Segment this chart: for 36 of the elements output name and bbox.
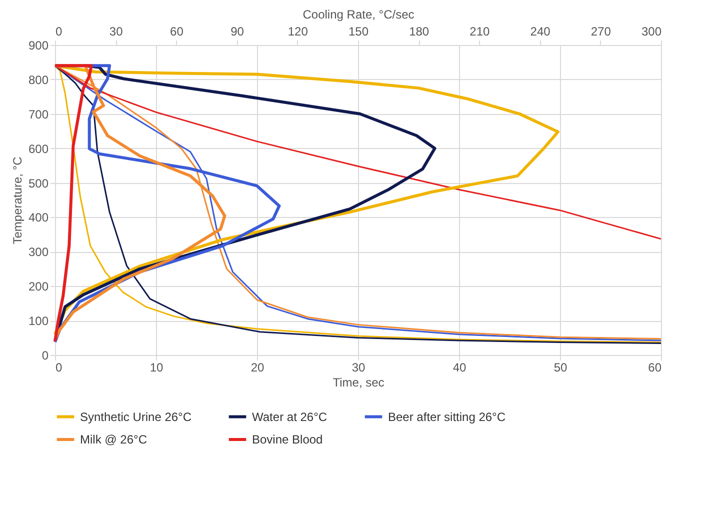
x-tick-label: 60 xyxy=(648,360,662,374)
x2-tick-label: 300 xyxy=(641,24,662,38)
x-tick-label: 30 xyxy=(352,360,366,374)
x2-tick-label: 270 xyxy=(590,24,612,38)
y-tick-label: 0 xyxy=(42,348,49,362)
x2-tick-label: 0 xyxy=(56,24,62,38)
x-tick-label: 20 xyxy=(250,360,264,374)
y-tick-label: 100 xyxy=(28,314,49,328)
x-tick-label: 50 xyxy=(554,360,568,374)
x2-axis-title: Cooling Rate, °C/sec xyxy=(302,8,414,22)
x-axis-title: Time, sec xyxy=(332,376,384,390)
y-tick-label: 700 xyxy=(28,107,49,122)
x2-tick-label: 60 xyxy=(170,24,184,38)
x2-tick-label: 180 xyxy=(409,24,430,38)
legend-label: Bovine Blood xyxy=(252,432,323,446)
legend-label: Water at 26°C xyxy=(252,410,328,424)
x2-tick-label: 150 xyxy=(348,24,369,38)
legend-label: Synthetic Urine 26°C xyxy=(80,410,192,424)
y-tick-label: 400 xyxy=(28,210,49,225)
x-tick-label: 40 xyxy=(452,360,466,374)
x-tick-label: 10 xyxy=(150,360,164,374)
y-tick-label: 500 xyxy=(28,176,49,190)
x2-tick-label: 120 xyxy=(288,24,308,38)
legend-label: Beer after sitting 26°C xyxy=(388,410,506,424)
x-tick-label: 0 xyxy=(56,360,62,374)
y-tick-label: 200 xyxy=(28,280,49,294)
y-axis-title: Temperature, °C xyxy=(10,156,24,244)
y-tick-label: 800 xyxy=(28,72,49,87)
x2-tick-label: 210 xyxy=(470,24,490,38)
legend-label: Milk @ 26°C xyxy=(80,432,148,446)
y-tick-label: 900 xyxy=(28,38,49,52)
y-tick-label: 600 xyxy=(28,142,49,156)
y-tick-label: 300 xyxy=(28,245,49,260)
x2-tick-label: 240 xyxy=(530,24,551,38)
x2-tick-label: 30 xyxy=(109,24,124,38)
x2-tick-label: 90 xyxy=(230,24,244,38)
